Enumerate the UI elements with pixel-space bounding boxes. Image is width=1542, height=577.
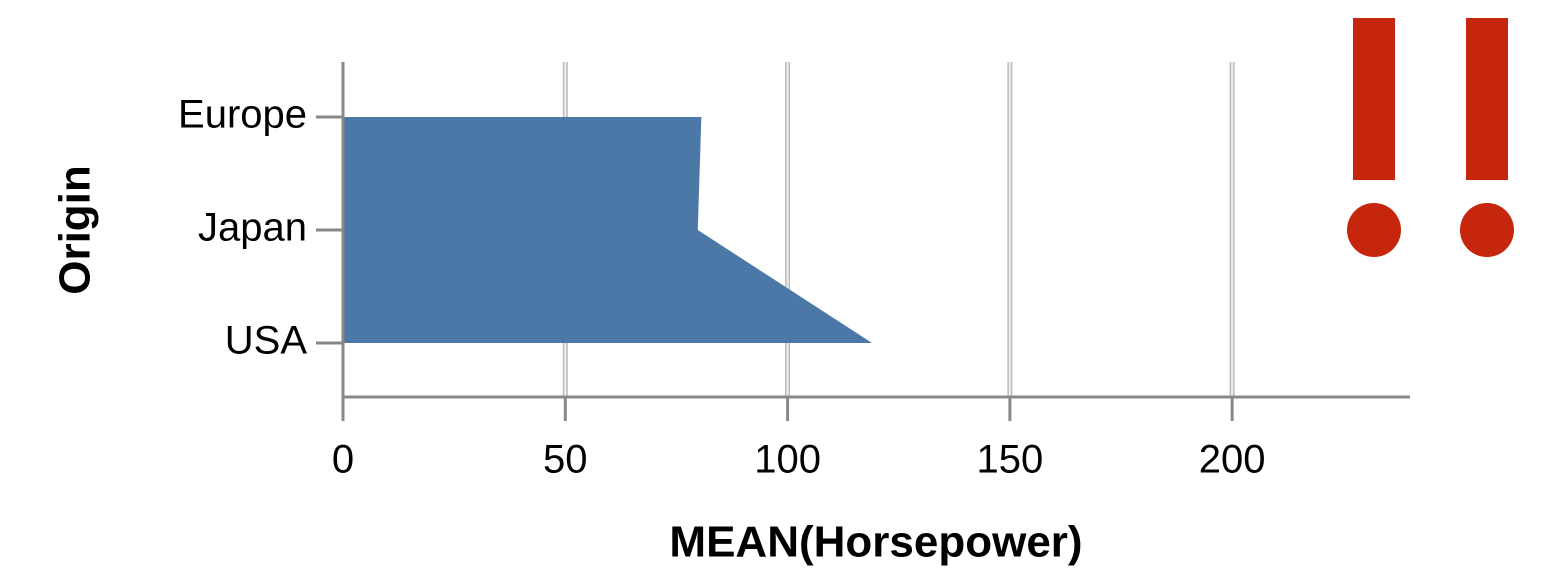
- y-tick-label: Japan: [198, 206, 307, 250]
- alert-icon: [1347, 18, 1514, 257]
- area: [343, 117, 873, 343]
- x-axis-title: MEAN(Horsepower): [669, 518, 1082, 567]
- plot: 0 50 100 150 200 Europe Japan USA: [178, 62, 1410, 482]
- y-tick-label: Europe: [178, 93, 307, 137]
- x-tick-label: 150: [977, 438, 1044, 482]
- x-tick-label: 0: [332, 438, 354, 482]
- y-tick-label: USA: [225, 319, 308, 363]
- x-tick-label: 200: [1199, 438, 1266, 482]
- x-tick-label: 100: [754, 438, 821, 482]
- y-axis-title: Origin: [51, 165, 100, 295]
- x-tick-label: 50: [543, 438, 588, 482]
